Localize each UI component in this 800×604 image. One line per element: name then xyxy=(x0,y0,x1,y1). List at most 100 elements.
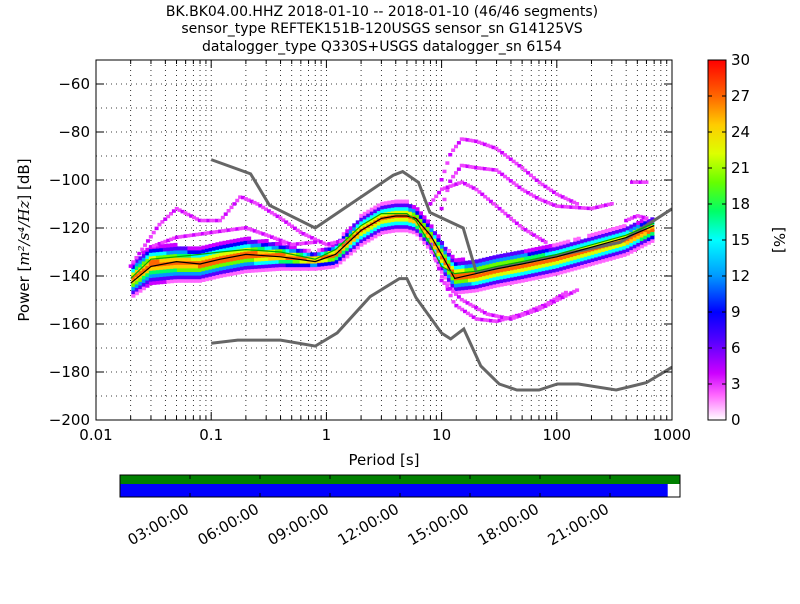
heatmap-cell xyxy=(166,257,171,262)
heatmap-cell xyxy=(559,270,564,275)
heatmap-cell xyxy=(587,241,592,246)
heatmap-outlier-cell xyxy=(520,166,525,170)
heatmap-cell xyxy=(204,266,210,271)
heatmap-cell xyxy=(317,266,322,271)
heatmap-cell xyxy=(397,203,402,208)
heatmap-cell xyxy=(411,230,416,235)
heatmap-outlier-cell xyxy=(258,203,263,208)
heatmap-outlier-cell xyxy=(200,218,205,223)
heatmap-cell xyxy=(134,287,139,292)
heatmap-cell xyxy=(646,240,651,245)
heatmap-outlier-cell xyxy=(460,180,465,185)
heatmap-cell xyxy=(601,258,606,263)
heatmap-cell xyxy=(194,260,199,265)
heatmap-cell xyxy=(366,234,371,239)
heatmap-outlier-cell xyxy=(255,230,260,234)
heatmap-cell xyxy=(233,246,238,251)
heatmap-cell xyxy=(229,253,234,258)
heatmap-cell xyxy=(317,259,322,264)
heatmap-cell xyxy=(422,237,427,242)
heatmap-cell xyxy=(569,245,574,250)
heatmap-cell xyxy=(218,263,224,268)
heatmap-cell xyxy=(443,264,448,269)
heatmap-cell xyxy=(510,259,515,264)
heatmap-cell xyxy=(583,238,588,243)
heatmap-cell xyxy=(183,246,189,251)
heatmap-cell xyxy=(369,232,374,237)
heatmap-cell xyxy=(201,263,206,268)
heatmap-cell xyxy=(394,221,399,226)
heatmap-cell xyxy=(204,248,210,253)
heatmap-cell xyxy=(145,254,150,259)
heatmap-cell xyxy=(369,225,374,230)
mode-curve xyxy=(130,215,655,284)
heatmap-cell xyxy=(580,242,585,247)
heatmap-cell xyxy=(475,259,480,264)
heatmap-cell xyxy=(485,260,490,265)
heatmap-cell xyxy=(236,252,241,257)
heatmap-cell xyxy=(190,278,196,283)
heatmap-outlier-cell xyxy=(508,179,513,183)
heatmap-cell xyxy=(594,242,599,247)
heatmap-cell xyxy=(604,228,609,233)
heatmap-cell xyxy=(352,226,357,231)
heatmap-cell xyxy=(324,261,329,266)
heatmap-cell xyxy=(432,238,438,243)
heatmap-outlier-cell xyxy=(281,218,286,222)
heatmap-cell xyxy=(169,279,175,284)
y-axis-label-units: m²/s⁴/Hz xyxy=(15,200,33,265)
heatmap-outlier-cell xyxy=(160,220,165,224)
heatmap-cell xyxy=(306,266,311,271)
heatmap-cell xyxy=(359,242,364,247)
heatmap-outlier-cell xyxy=(609,202,614,206)
heatmap-cell xyxy=(159,255,164,260)
heatmap-cell xyxy=(594,239,599,244)
heatmap-cell xyxy=(446,248,452,253)
heatmap-outlier-cell xyxy=(264,207,269,212)
heatmap-cell xyxy=(222,262,227,267)
heatmap-outlier-cell xyxy=(313,240,318,244)
heatmap-cell xyxy=(394,217,399,222)
heatmap-outlier-cell xyxy=(434,258,439,263)
heatmap-outlier-cell xyxy=(641,180,646,184)
heatmap-outlier-cell xyxy=(555,295,560,300)
heatmap-cell xyxy=(443,275,448,280)
heatmap-cell xyxy=(418,225,423,230)
heatmap-cell xyxy=(625,247,630,252)
heatmap-cell xyxy=(562,247,567,252)
heatmap-outlier-cell xyxy=(249,228,254,232)
heatmap-cell xyxy=(369,214,374,219)
heatmap-cell xyxy=(376,221,381,226)
heatmap-cell xyxy=(257,250,262,255)
heatmap-cell xyxy=(257,268,262,273)
heatmap-cell xyxy=(138,285,143,290)
heatmap-outlier-cell xyxy=(174,206,179,211)
heatmap-cell xyxy=(169,250,175,255)
heatmap-cell xyxy=(401,224,406,229)
heatmap-cell xyxy=(264,242,269,247)
heatmap-cell xyxy=(404,210,409,215)
heatmap-outlier-cell xyxy=(232,202,237,206)
heatmap-outlier-cell xyxy=(482,167,487,171)
heatmap-cell xyxy=(173,242,178,247)
heatmap-outlier-cell xyxy=(246,227,251,231)
heatmap-cell xyxy=(580,260,585,265)
heatmap-outlier-cell xyxy=(465,138,470,142)
heatmap-cell xyxy=(404,221,409,226)
heatmap-cell xyxy=(215,274,220,279)
heatmap-cell xyxy=(250,239,255,244)
heatmap-cell xyxy=(503,267,508,272)
heatmap-cell xyxy=(499,253,504,258)
heatmap-cell xyxy=(534,261,539,266)
heatmap-outlier-cell xyxy=(180,234,185,239)
heatmap-outlier-cell xyxy=(459,137,464,141)
heatmap-cell xyxy=(506,259,511,264)
heatmap-outlier-cell xyxy=(212,218,217,223)
heatmap-cell xyxy=(254,257,259,262)
heatmap-cell xyxy=(436,241,441,246)
heatmap-cell xyxy=(233,260,238,265)
heatmap-cell xyxy=(411,205,416,210)
heatmap-outlier-cell xyxy=(174,235,179,240)
heatmap-outlier-cell xyxy=(134,256,139,260)
heatmap-cell xyxy=(425,237,431,242)
